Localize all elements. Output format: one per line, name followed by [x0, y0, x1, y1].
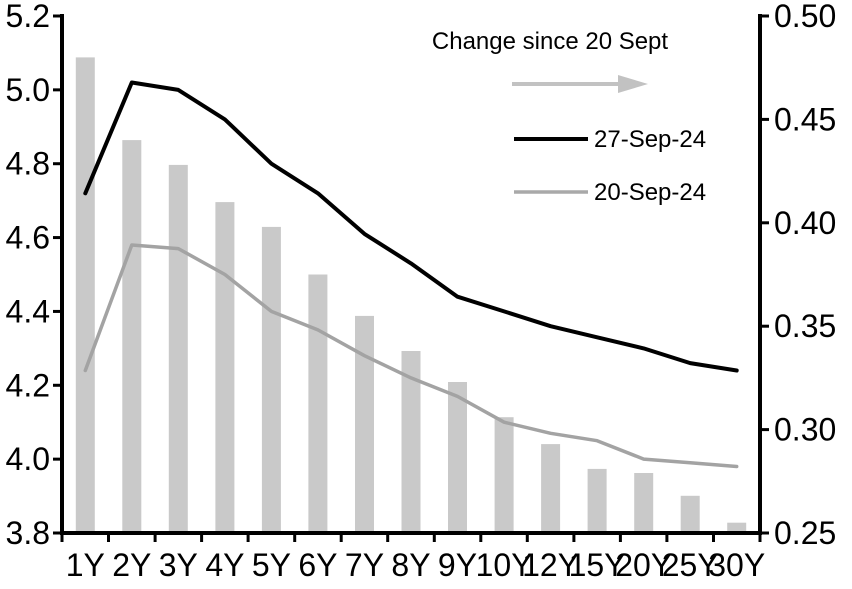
x-axis-label-7Y: 7Y	[345, 547, 384, 583]
left-axis-tick-label: 4.6	[6, 220, 50, 256]
left-axis-tick-label: 3.8	[6, 515, 50, 551]
x-axis-label-2Y: 2Y	[112, 547, 151, 583]
x-axis-label-5Y: 5Y	[252, 547, 291, 583]
left-axis-tick-label: 5.2	[6, 0, 50, 34]
x-axis-label-8Y: 8Y	[391, 547, 430, 583]
bar-20Y	[634, 473, 654, 533]
bars-change-series	[75, 57, 747, 534]
line-20-sep-series	[83, 243, 739, 469]
bar-5Y	[261, 226, 281, 533]
change-arrow-head-icon	[618, 75, 648, 93]
x-axis-label-25Y: 25Y	[662, 547, 719, 583]
bar-30Y	[727, 522, 747, 533]
bar-7Y	[355, 315, 374, 533]
x-axis-label-20Y: 20Y	[615, 547, 672, 583]
axes: 5.2 5.0 4.8 4.6 4.4 4.2 4.0 3.8 0.50 0.45 0.40 0.35…	[6, 0, 837, 583]
right-axis-tick-label: 0.35	[774, 308, 836, 344]
x-axis-label-10Y: 10Y	[476, 547, 533, 583]
bar-8Y	[401, 351, 421, 533]
bar-2Y	[122, 140, 142, 533]
right-axis-tick-label: 0.30	[774, 412, 836, 448]
legend: Change since 20 Sept 27-Sep-24 20-Sep-24	[432, 28, 706, 206]
bar-10Y	[494, 417, 514, 533]
left-axis-tick-label: 4.4	[6, 293, 50, 329]
right-axis-tick-label: 0.50	[774, 0, 836, 34]
bar-12Y	[541, 444, 561, 533]
bar-6Y	[308, 274, 328, 533]
left-axis-tick-label: 4.0	[6, 441, 50, 477]
bar-1Y	[75, 57, 95, 534]
bar-15Y	[587, 468, 607, 533]
x-axis-label-12Y: 12Y	[522, 547, 579, 583]
line-27-sep-series	[83, 80, 739, 373]
left-axis-tick-label: 5.0	[6, 72, 50, 108]
bar-25Y	[680, 495, 700, 533]
right-axis-tick-label: 0.25	[774, 515, 836, 551]
right-axis-tick-label: 0.45	[774, 101, 836, 137]
right-axis-tick-label: 0.40	[774, 205, 836, 241]
x-axis-label-3Y: 3Y	[159, 547, 198, 583]
x-axis-label-1Y: 1Y	[66, 547, 105, 583]
line-20-sep-24	[83, 243, 739, 469]
x-axis-label-9Y: 9Y	[438, 547, 477, 583]
x-axis-label-15Y: 15Y	[569, 547, 626, 583]
left-axis-tick-label: 4.2	[6, 367, 50, 403]
legend-title: Change since 20 Sept	[432, 28, 669, 55]
bar-3Y	[168, 164, 188, 533]
bar-4Y	[215, 202, 235, 533]
x-axis-label-4Y: 4Y	[205, 547, 244, 583]
left-axis-tick-label: 4.8	[6, 146, 50, 182]
legend-label-27-sep: 27-Sep-24	[594, 126, 706, 153]
x-axis-label-6Y: 6Y	[298, 547, 337, 583]
legend-label-20-sep: 20-Sep-24	[594, 179, 706, 206]
line-27-sep-24	[83, 80, 739, 373]
x-axis-label-30Y: 30Y	[708, 547, 765, 583]
bar-9Y	[448, 382, 467, 533]
